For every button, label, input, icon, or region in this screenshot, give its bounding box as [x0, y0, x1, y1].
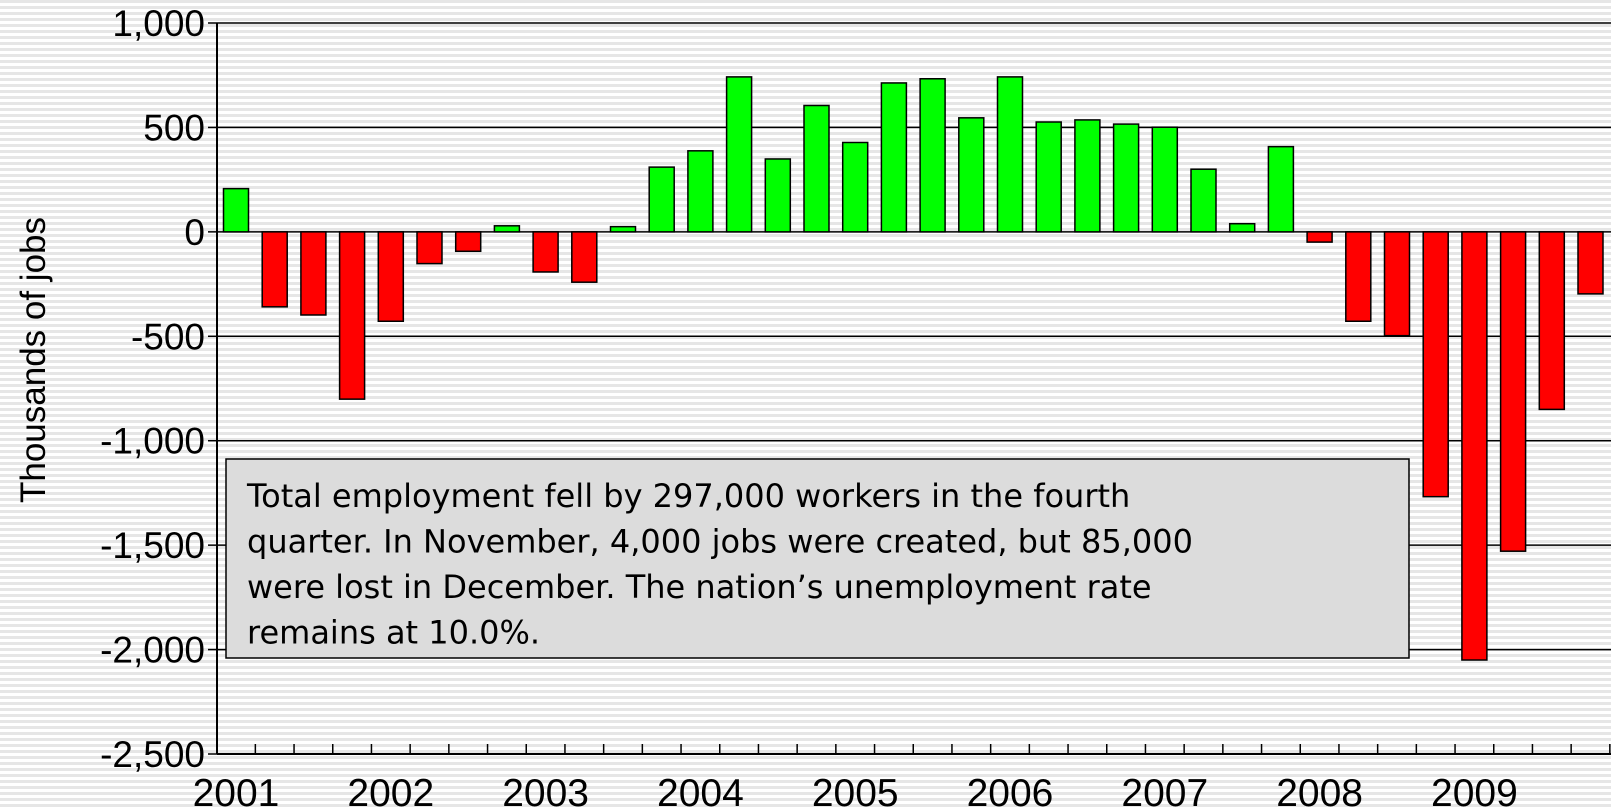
bar: [803, 104, 830, 233]
x-tick-label: 2009: [1431, 772, 1518, 810]
y-tick-label: 500: [143, 107, 205, 148]
y-tick-label: -2,000: [100, 630, 205, 671]
annotation-text: Total employment fell by 297,000 workers…: [246, 477, 1130, 515]
bar: [338, 231, 366, 400]
bar: [1499, 231, 1527, 552]
x-tick-label: 2008: [1276, 772, 1363, 810]
bar: [222, 187, 250, 233]
bar: [454, 231, 482, 253]
x-tick-label: 2002: [347, 772, 434, 810]
bar: [958, 117, 985, 233]
annotation-text: quarter. In November, 4,000 jobs were cr…: [247, 523, 1193, 561]
annotation-text: were lost in December. The nation’s unem…: [247, 568, 1152, 606]
bar: [571, 231, 598, 283]
bar: [648, 166, 675, 233]
bar: [1306, 231, 1333, 243]
annotation-text: remains at 10.0%.: [247, 614, 540, 652]
bar: [880, 82, 908, 233]
x-tick-label: 2006: [967, 772, 1054, 810]
bar: [919, 78, 946, 233]
bar: [1461, 231, 1488, 661]
bar: [1151, 126, 1179, 233]
annotation-box: [225, 458, 1410, 659]
bar: [416, 231, 443, 265]
y-tick-label: -2,500: [100, 734, 205, 775]
x-tick-label: 2001: [193, 772, 280, 810]
bar: [300, 231, 327, 316]
y-tick-label: 0: [184, 212, 205, 253]
x-tick-label: 2007: [1121, 772, 1208, 810]
bar: [1112, 123, 1140, 233]
bar: [532, 231, 559, 273]
bar: [1267, 145, 1295, 233]
bar: [377, 231, 405, 322]
y-axis-label: Thousands of jobs: [14, 217, 53, 503]
bar: [725, 76, 753, 233]
bar: [996, 76, 1024, 233]
bar: [1035, 121, 1062, 233]
bar: [493, 225, 521, 233]
bar: [1074, 119, 1101, 233]
x-tick-label: 2004: [657, 772, 744, 810]
bar: [1228, 222, 1256, 233]
bar: [687, 150, 714, 233]
y-tick-label: 1,000: [112, 3, 205, 44]
bar: [764, 158, 792, 233]
bar: [841, 141, 869, 233]
bar: [1577, 231, 1604, 295]
bar: [1190, 168, 1217, 233]
y-tick-label: -1,000: [100, 421, 205, 462]
bar: [1538, 231, 1566, 411]
x-tick-label: 2005: [812, 772, 899, 810]
y-tick-label: -1,500: [100, 525, 205, 566]
bar: [609, 225, 637, 233]
y-tick-label: -500: [131, 316, 205, 357]
x-tick-label: 2003: [502, 772, 589, 810]
bar: [1422, 231, 1449, 498]
bar: [1383, 231, 1411, 337]
bar: [261, 231, 288, 308]
bar: [1345, 231, 1372, 322]
